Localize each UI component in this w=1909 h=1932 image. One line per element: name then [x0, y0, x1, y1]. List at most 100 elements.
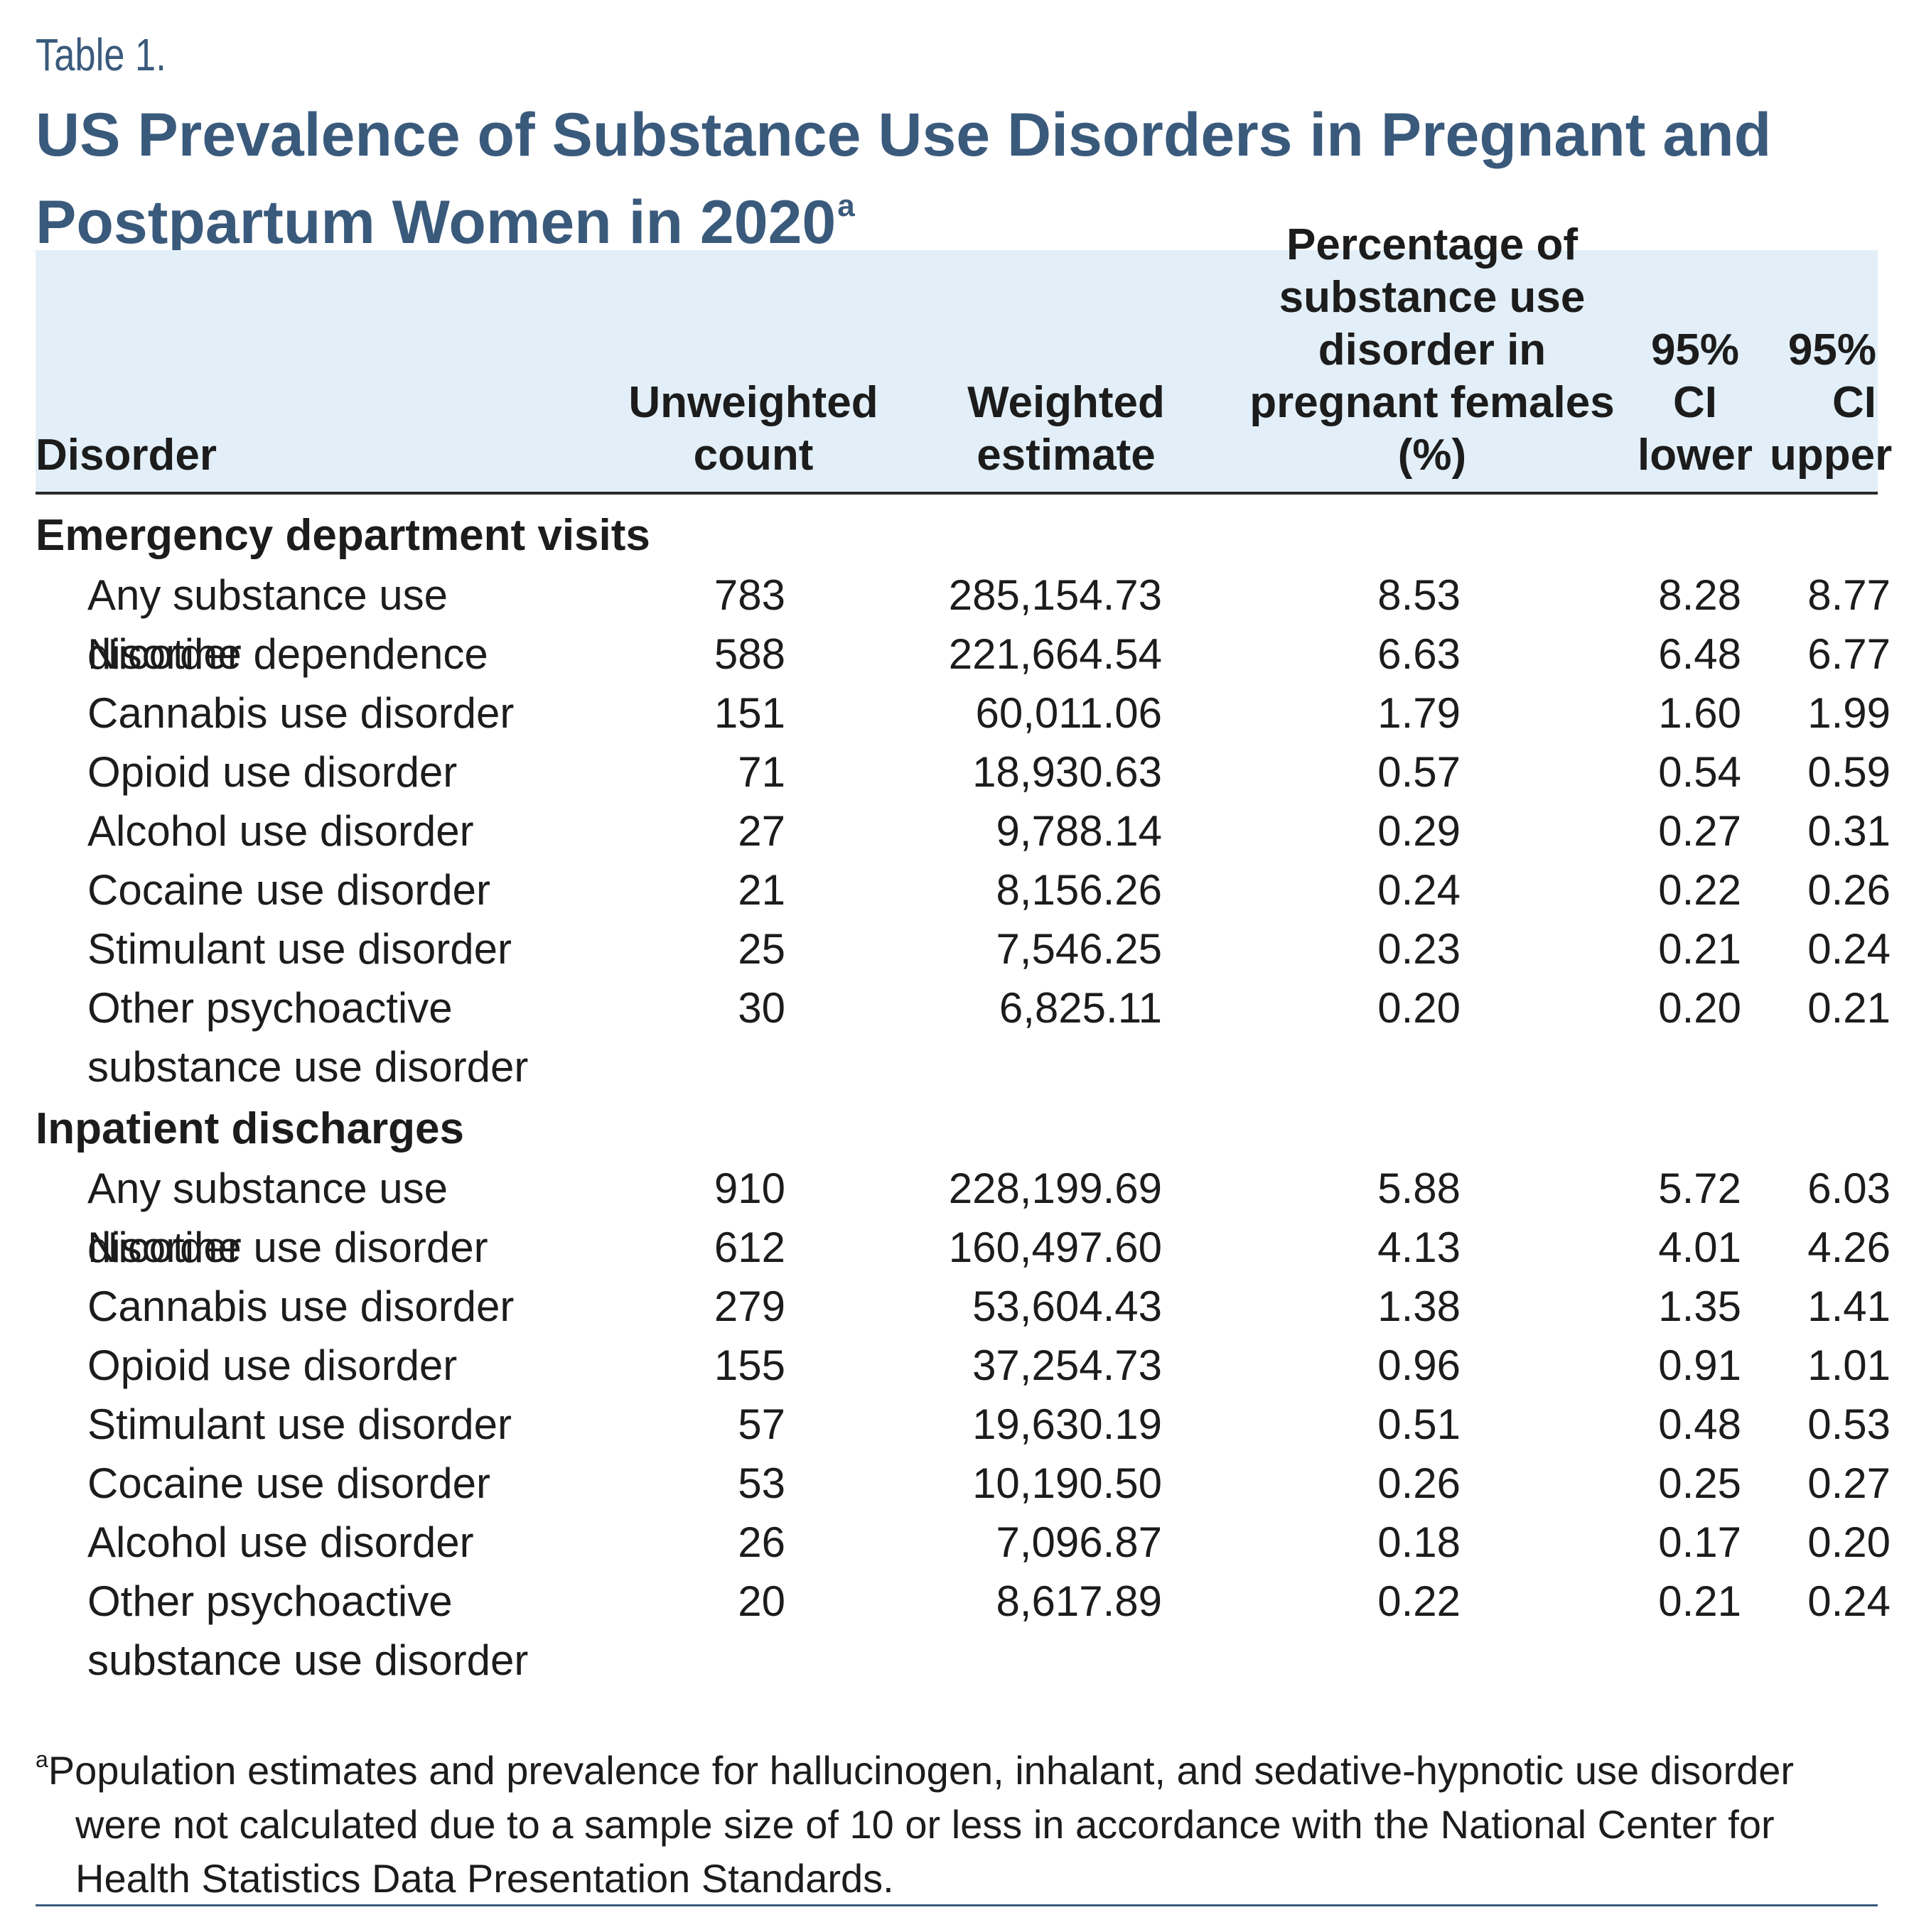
cell-pct: 0.51: [1377, 1401, 1461, 1448]
cell-upper: 0.20: [1807, 1518, 1891, 1566]
cell-unweighted: 783: [714, 571, 785, 619]
cell-weighted: 221,664.54: [948, 630, 1162, 678]
cell-disorder: Stimulant use disorder: [87, 925, 512, 973]
cell-lower: 6.48: [1658, 630, 1741, 678]
cell-upper: 4.26: [1807, 1224, 1891, 1271]
cell-unweighted: 57: [738, 1401, 785, 1448]
cell-disorder: Other psychoactive substance use disorde…: [87, 1577, 529, 1684]
cell-pct: 1.38: [1377, 1283, 1461, 1330]
cell-upper: 0.59: [1807, 748, 1891, 796]
cell-disorder: Cocaine use disorder: [87, 1459, 490, 1507]
section-heading: Emergency department visits: [36, 511, 650, 560]
table-row: Other psychoactive substance use disorde…: [36, 1572, 1891, 1693]
cell-pct: 0.24: [1377, 866, 1461, 914]
cell-unweighted: 25: [738, 925, 785, 973]
footnote-text: Population estimates and prevalence for …: [48, 1748, 1795, 1901]
title-text: US Prevalence of Substance Use Disorders…: [36, 101, 1772, 257]
cell-pct: 5.88: [1377, 1165, 1461, 1212]
cell-disorder: Any substance use disorder: [87, 1165, 448, 1271]
cell-disorder: Stimulant use disorder: [87, 1401, 512, 1448]
cell-lower: 0.48: [1658, 1401, 1741, 1448]
column-header-ci-upper: 95% CI upper: [1770, 325, 1893, 480]
cell-pct: 8.53: [1377, 571, 1461, 619]
cell-weighted: 7,096.87: [996, 1518, 1162, 1566]
table-row: Any substance use disorder 910 228,199.69 5…: [36, 1159, 1891, 1271]
cell-lower: 5.72: [1658, 1165, 1741, 1212]
cell-pct: 0.26: [1377, 1459, 1461, 1507]
cell-lower: 0.91: [1658, 1342, 1741, 1389]
cell-lower: 1.60: [1658, 689, 1741, 737]
cell-weighted: 9,788.14: [996, 807, 1162, 855]
column-header-weighted-estimate: Weighted estimate: [967, 378, 1165, 480]
cell-lower: 8.28: [1658, 571, 1741, 619]
cell-upper: 1.41: [1807, 1283, 1891, 1330]
cell-weighted: 285,154.73: [948, 571, 1162, 619]
table-row: Stimulant use disorder 25 7,546.25 0.23 0.21…: [36, 919, 1891, 978]
table-row: Any substance use disorder 783 285,154.73 8…: [36, 566, 1891, 678]
cell-unweighted: 21: [738, 866, 785, 914]
cell-disorder: Cannabis use disorder: [87, 1283, 515, 1330]
cell-pct: 0.20: [1377, 984, 1461, 1032]
table-row: Cannabis use disorder 279 53,604.43 1.38 1.3…: [36, 1277, 1891, 1336]
cell-weighted: 10,190.50: [972, 1459, 1162, 1507]
table-row: Alcohol use disorder 27 9,788.14 0.29 0.27 0.…: [36, 802, 1891, 860]
cell-disorder: Nicotine use disorder: [87, 1224, 488, 1271]
bottom-rule: [36, 1904, 1878, 1906]
cell-weighted: 19,630.19: [972, 1401, 1162, 1448]
cell-unweighted: 30: [738, 984, 785, 1032]
cell-weighted: 160,497.60: [948, 1224, 1162, 1271]
cell-weighted: 228,199.69: [948, 1165, 1162, 1212]
table-row: Cocaine use disorder 53 10,190.50 0.26 0.25 0…: [36, 1454, 1891, 1513]
cell-lower: 0.25: [1658, 1459, 1741, 1507]
title-footnote-mark: a: [837, 188, 855, 223]
cell-weighted: 60,011.06: [975, 689, 1162, 737]
cell-weighted: 18,930.63: [972, 748, 1162, 796]
cell-lower: 0.17: [1658, 1518, 1741, 1566]
cell-upper: 6.77: [1807, 630, 1891, 678]
cell-upper: 0.24: [1807, 925, 1891, 973]
table-header: Disorder Unweighted count Weighted estim…: [36, 220, 1893, 495]
column-header-ci-lower: 95% CI lower: [1638, 325, 1753, 480]
cell-pct: 1.79: [1377, 689, 1461, 737]
cell-upper: 1.01: [1807, 1342, 1891, 1389]
cell-pct: 0.22: [1377, 1577, 1461, 1625]
cell-lower: 0.21: [1658, 1577, 1741, 1625]
cell-disorder: Any substance use disorder: [87, 571, 448, 678]
cell-disorder: Cannabis use disorder: [87, 689, 515, 737]
table-footnote: aPopulation estimates and prevalence for…: [36, 1732, 1878, 1906]
column-header-unweighted-count: Unweighted count: [628, 378, 878, 480]
cell-lower: 4.01: [1658, 1224, 1741, 1271]
cell-disorder: Other psychoactive substance use disorde…: [87, 984, 529, 1091]
cell-unweighted: 71: [738, 748, 785, 796]
table-row: Nicotine use disorder 612 160,497.60 4.13 4.…: [36, 1218, 1891, 1277]
cell-unweighted: 53: [738, 1459, 785, 1507]
cell-unweighted: 20: [738, 1577, 785, 1625]
cell-unweighted: 155: [714, 1342, 785, 1389]
cell-upper: 0.26: [1807, 866, 1891, 914]
cell-disorder: Alcohol use disorder: [87, 807, 474, 855]
table-row: Stimulant use disorder 57 19,630.19 0.51 0.4…: [36, 1395, 1891, 1454]
cell-weighted: 53,604.43: [972, 1283, 1162, 1330]
cell-disorder: Alcohol use disorder: [87, 1518, 474, 1566]
cell-weighted: 6,825.11: [999, 984, 1162, 1032]
cell-upper: 0.53: [1807, 1401, 1891, 1448]
cell-upper: 8.77: [1807, 571, 1891, 619]
table-body: Emergency department visits Any substance…: [36, 506, 1891, 1693]
cell-lower: 0.54: [1658, 748, 1741, 796]
cell-lower: 1.35: [1658, 1283, 1741, 1330]
table-row: Cocaine use disorder 21 8,156.26 0.24 0.22 0.…: [36, 860, 1891, 919]
table-row: Cannabis use disorder 151 60,011.06 1.79 1.6…: [36, 684, 1891, 743]
cell-unweighted: 26: [738, 1518, 785, 1566]
cell-unweighted: 612: [714, 1224, 785, 1271]
cell-unweighted: 910: [714, 1165, 785, 1212]
cell-upper: 1.99: [1807, 689, 1891, 737]
cell-pct: 0.57: [1377, 748, 1461, 796]
cell-lower: 0.27: [1658, 807, 1741, 855]
cell-unweighted: 151: [714, 689, 785, 737]
cell-unweighted: 588: [714, 630, 785, 678]
cell-weighted: 7,546.25: [996, 925, 1162, 973]
table-row: Opioid use disorder 155 37,254.73 0.96 0.91 1…: [36, 1336, 1891, 1395]
cell-unweighted: 279: [714, 1283, 785, 1330]
table-label: Table 1.: [36, 29, 166, 80]
column-header-percentage: Percentage of substance use disorder in …: [1249, 220, 1615, 480]
